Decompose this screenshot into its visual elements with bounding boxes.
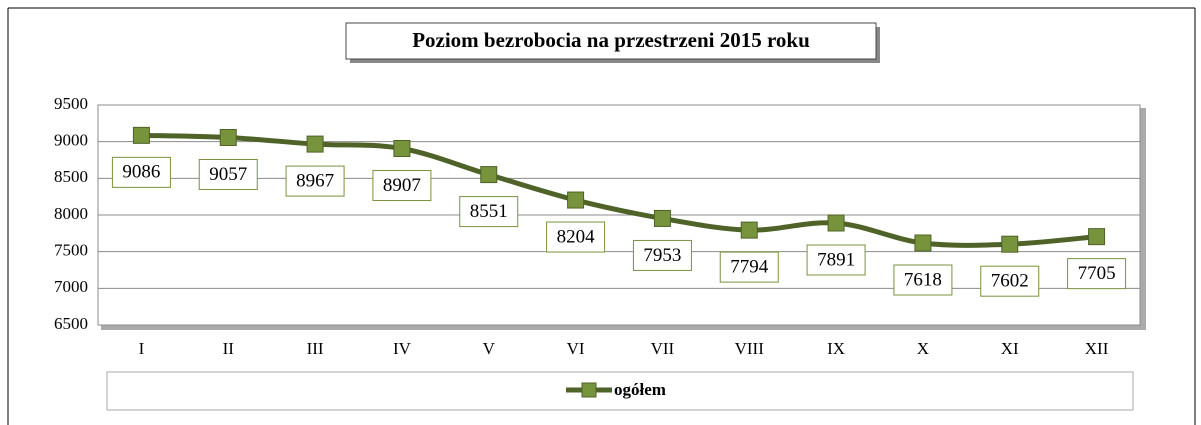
data-label-box (1067, 258, 1127, 290)
data-label: 7602 (991, 271, 1029, 292)
data-label: 9057 (209, 164, 247, 185)
data-label-box (806, 244, 866, 276)
data-label-box (632, 239, 692, 271)
data-label: 8907 (383, 175, 421, 196)
data-label-box (893, 264, 953, 296)
series-line (141, 132, 1097, 248)
marker (914, 234, 932, 252)
data-label-box (111, 156, 171, 188)
data-label-box (546, 221, 606, 253)
x-tick-label: V (483, 339, 496, 358)
data-label-box (459, 196, 519, 228)
legend-label: ogółem (614, 380, 666, 399)
marker (1088, 228, 1106, 246)
data-label: 9086 (122, 162, 160, 183)
y-tick-label: 6500 (54, 314, 88, 333)
marker (1001, 235, 1019, 253)
data-label-box (719, 251, 779, 283)
x-tick-label: IV (393, 339, 412, 358)
data-label-box (980, 265, 1040, 297)
data-label: 7953 (643, 245, 681, 266)
x-tick-label: XII (1085, 339, 1109, 358)
y-tick-label: 8000 (54, 204, 88, 223)
marker (567, 191, 585, 209)
data-label: 8551 (470, 201, 508, 222)
title-box (345, 22, 877, 60)
marker (132, 126, 150, 144)
data-label-box (198, 158, 258, 190)
marker (827, 214, 845, 232)
marker (653, 209, 671, 227)
marker (393, 139, 411, 157)
data-label: 8204 (557, 226, 596, 247)
x-tick-label: VII (651, 339, 675, 358)
y-tick-label: 7500 (54, 241, 88, 260)
x-tick-label: VIII (735, 339, 765, 358)
x-tick-label: X (917, 339, 929, 358)
chart-title: Poziom bezrobocia na przestrzeni 2015 ro… (412, 28, 810, 52)
x-tick-label: II (223, 339, 235, 358)
data-label-box (285, 165, 345, 197)
x-tick-label: IX (827, 339, 845, 358)
data-label: 7891 (817, 249, 855, 270)
marker (480, 166, 498, 184)
x-tick-label: VI (567, 339, 585, 358)
marker (740, 221, 758, 239)
data-label: 7705 (1078, 263, 1116, 284)
data-label: 7794 (730, 256, 769, 277)
marker (219, 128, 237, 146)
data-label: 8967 (296, 170, 334, 191)
x-tick-label: I (139, 339, 145, 358)
y-tick-label: 9500 (54, 94, 88, 113)
data-label: 7618 (904, 269, 942, 290)
legend-marker (581, 382, 597, 398)
legend-box (106, 371, 1134, 411)
y-tick-label: 9000 (54, 131, 88, 150)
data-label-box (372, 169, 432, 201)
x-tick-label: III (307, 339, 324, 358)
x-tick-label: XI (1001, 339, 1019, 358)
marker (306, 135, 324, 153)
y-tick-label: 8500 (54, 167, 88, 186)
y-tick-label: 7000 (54, 277, 88, 296)
